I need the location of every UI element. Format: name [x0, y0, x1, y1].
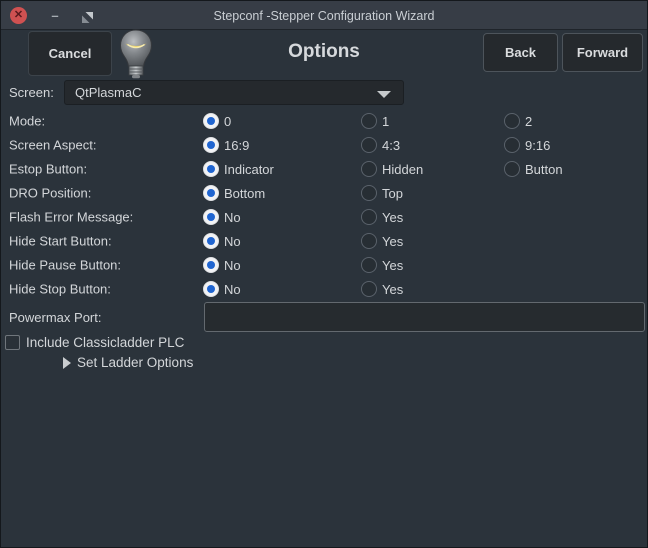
radio-option-label: Yes: [382, 233, 404, 249]
row-label: Hide Start Button:: [9, 233, 112, 249]
radio-option-label: Hidden: [382, 161, 424, 177]
radio-option[interactable]: Top: [361, 185, 403, 201]
titlebar[interactable]: Stepconf -Stepper Configuration Wizard ✕…: [1, 1, 647, 30]
radio-option[interactable]: Yes: [361, 257, 403, 273]
radio-option[interactable]: 0: [203, 113, 231, 129]
screen-combobox-value: QtPlasmaC: [75, 85, 142, 100]
radio-option-label: Yes: [382, 281, 404, 297]
screen-label: Screen:: [9, 85, 54, 100]
radio-unselected-icon[interactable]: [361, 185, 377, 201]
radio-option[interactable]: Yes: [361, 281, 403, 297]
radio-option-label: No: [224, 257, 241, 273]
page-title: Options: [288, 41, 360, 62]
radio-option-label: 16:9: [224, 137, 250, 153]
powermax-input[interactable]: [204, 302, 645, 332]
classicladder-label: Include Classicladder PLC: [26, 335, 185, 350]
row-label: Mode:: [9, 113, 46, 129]
radio-option[interactable]: Indicator: [203, 161, 274, 177]
radio-unselected-icon[interactable]: [361, 281, 377, 297]
forward-button[interactable]: Forward: [562, 33, 643, 72]
classicladder-row[interactable]: Include Classicladder PLC: [5, 335, 184, 350]
radio-rows: Mode: 0 1 2 Screen Aspect: 16:9 4:3 9:16 Estop B…: [1, 109, 647, 301]
checkbox-icon[interactable]: [5, 335, 20, 350]
radio-option[interactable]: 2: [504, 113, 532, 129]
radio-row: Screen Aspect: 16:9 4:3 9:16: [1, 133, 647, 157]
row-label: Screen Aspect:: [9, 137, 97, 153]
maximize-icon[interactable]: [82, 10, 93, 23]
radio-unselected-icon[interactable]: [504, 113, 520, 129]
radio-option-label: Top: [382, 185, 403, 201]
radio-selected-icon[interactable]: [203, 257, 219, 273]
radio-option-label: 1: [382, 113, 390, 129]
radio-option-label: Button: [525, 161, 563, 177]
back-button[interactable]: Back: [483, 33, 558, 72]
radio-row: Estop Button: Indicator Hidden Button: [1, 157, 647, 181]
radio-unselected-icon[interactable]: [504, 161, 520, 177]
radio-option-label: No: [224, 233, 241, 249]
radio-row: Flash Error Message: No Yes: [1, 205, 647, 229]
radio-unselected-icon[interactable]: [504, 137, 520, 153]
radio-option-label: Yes: [382, 209, 404, 225]
radio-row: Mode: 0 1 2: [1, 109, 647, 133]
radio-option-label: 4:3: [382, 137, 401, 153]
lightbulb-icon: [117, 29, 155, 84]
ladder-options-label: Set Ladder Options: [77, 355, 194, 370]
minimize-icon[interactable]: –: [51, 7, 59, 23]
dropdown-arrow-icon: [377, 91, 391, 98]
radio-option-label: 0: [224, 113, 232, 129]
powermax-label: Powermax Port:: [9, 310, 102, 325]
screen-combobox[interactable]: QtPlasmaC: [64, 80, 404, 105]
radio-selected-icon[interactable]: [203, 185, 219, 201]
row-label: Flash Error Message:: [9, 209, 134, 225]
radio-selected-icon[interactable]: [203, 137, 219, 153]
radio-unselected-icon[interactable]: [361, 209, 377, 225]
row-label: Estop Button:: [9, 161, 88, 177]
radio-option[interactable]: 1: [361, 113, 389, 129]
radio-option-label: No: [224, 209, 241, 225]
ladder-options-expander[interactable]: Set Ladder Options: [63, 355, 193, 370]
radio-option[interactable]: Yes: [361, 209, 403, 225]
radio-option-label: 2: [525, 113, 533, 129]
close-icon[interactable]: ✕: [10, 7, 27, 24]
radio-option-label: Yes: [382, 257, 404, 273]
radio-unselected-icon[interactable]: [361, 161, 377, 177]
radio-option[interactable]: Bottom: [203, 185, 265, 201]
radio-selected-icon[interactable]: [203, 113, 219, 129]
radio-row: DRO Position: Bottom Top: [1, 181, 647, 205]
radio-unselected-icon[interactable]: [361, 233, 377, 249]
radio-option[interactable]: No: [203, 281, 241, 297]
radio-option[interactable]: No: [203, 233, 241, 249]
window-title: Stepconf -Stepper Configuration Wizard: [213, 8, 435, 23]
radio-row: Hide Stop Button: No Yes: [1, 277, 647, 301]
cancel-button[interactable]: Cancel: [28, 31, 112, 76]
radio-option-label: 9:16: [525, 137, 551, 153]
row-label: DRO Position:: [9, 185, 92, 201]
radio-row: Hide Pause Button: No Yes: [1, 253, 647, 277]
radio-row: Hide Start Button: No Yes: [1, 229, 647, 253]
radio-option-label: Bottom: [224, 185, 266, 201]
radio-option[interactable]: 4:3: [361, 137, 400, 153]
radio-option-label: No: [224, 281, 241, 297]
radio-option[interactable]: 9:16: [504, 137, 550, 153]
radio-selected-icon[interactable]: [203, 161, 219, 177]
radio-option[interactable]: 16:9: [203, 137, 249, 153]
radio-option[interactable]: No: [203, 257, 241, 273]
radio-option[interactable]: Button: [504, 161, 563, 177]
radio-option[interactable]: Hidden: [361, 161, 423, 177]
radio-unselected-icon[interactable]: [361, 113, 377, 129]
radio-selected-icon[interactable]: [203, 233, 219, 249]
radio-option[interactable]: No: [203, 209, 241, 225]
row-label: Hide Stop Button:: [9, 281, 111, 297]
radio-option-label: Indicator: [224, 161, 274, 177]
radio-unselected-icon[interactable]: [361, 137, 377, 153]
row-label: Hide Pause Button:: [9, 257, 122, 273]
radio-selected-icon[interactable]: [203, 209, 219, 225]
radio-option[interactable]: Yes: [361, 233, 403, 249]
radio-selected-icon[interactable]: [203, 281, 219, 297]
radio-unselected-icon[interactable]: [361, 257, 377, 273]
expander-arrow-icon: [63, 356, 71, 369]
